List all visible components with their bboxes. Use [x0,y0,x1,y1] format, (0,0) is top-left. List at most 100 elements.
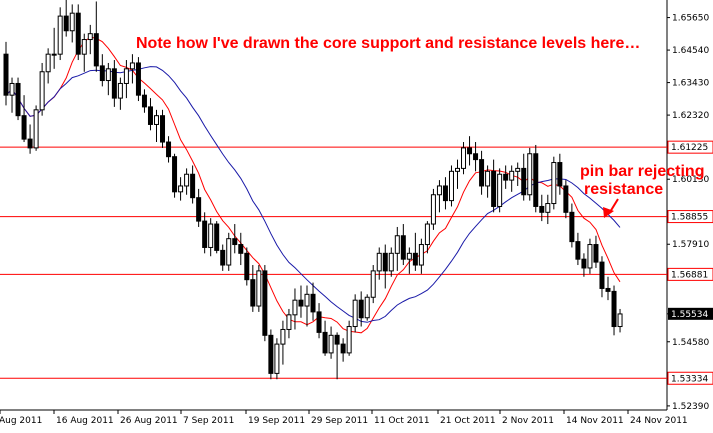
candle [503,165,509,189]
bullish-candle-body [57,15,63,55]
bullish-candle-body [509,170,515,181]
bearish-candle-body [310,293,316,313]
bearish-candle-body [202,220,208,248]
pin-bar-arrow-icon [603,198,619,218]
candle [346,320,352,356]
candle [184,168,190,195]
candle [370,265,376,304]
candle [292,288,298,330]
level-price-tag-box [667,267,713,281]
candle [497,168,503,213]
candle [485,165,491,198]
bullish-candle-body [587,244,593,269]
bullish-candle-body [551,162,557,205]
bearish-candle-body [539,205,545,213]
candle [298,285,304,318]
candle [63,0,69,37]
candle [448,165,454,207]
bearish-candle-body [160,115,166,143]
candle [160,109,166,148]
candle [172,153,178,198]
level-price-labels: 1.61225 1.58855 1.56881 1.53334 [667,140,713,385]
candle [533,144,539,213]
candle [33,105,39,151]
bearish-candle-body [262,270,268,336]
bearish-candle-body [244,252,250,281]
bullish-candle-body [617,313,623,328]
candle [593,235,599,268]
bullish-candle-body [45,53,51,73]
bullish-candle-body [81,39,87,55]
candle [491,159,497,213]
time-tick-label: 14 Nov 2011 [566,416,624,426]
candle [45,48,51,84]
candle [154,109,159,143]
candlestick-series [3,0,623,380]
candle [117,77,123,110]
candle [352,294,358,333]
bullish-candle-body [51,53,57,56]
bullish-candle-body [9,82,15,96]
time-axis: Aug 2011 16 Aug 2011 26 Aug 2011 7 Sep 2011… [0,410,688,426]
bearish-candle-body [214,223,220,251]
time-tick-label: 16 Aug 2011 [56,416,114,426]
price-tick-label: 1.62320 [672,111,709,121]
candle [129,54,135,84]
candle [473,142,479,172]
bearish-candle-body [172,156,178,193]
candle [617,308,623,333]
candle [274,338,280,380]
bullish-candle-body [545,203,551,213]
bearish-candle-body [111,68,117,99]
pin-bar-annotation-line1: pin bar rejecting [580,163,704,180]
bearish-candle-body [473,153,479,161]
candle [467,136,473,166]
bullish-candle-body [424,223,430,246]
price-tick-label: 1.57910 [672,240,709,250]
bullish-candle-body [154,115,159,125]
bearish-candle-body [569,211,575,243]
bullish-candle-body [274,343,280,374]
price-tick-label: 1.52390 [672,402,709,412]
bullish-candle-body [33,109,39,149]
level-price-tag: 1.53334 [667,371,713,385]
current-price-box [668,307,713,320]
bullish-candle-body [184,173,190,187]
current-price-marker: 1.55534 [668,307,713,320]
price-tick-label: 1.60130 [672,175,709,185]
chart-annotations: Note how I've drawn the core support and… [136,35,704,218]
candle [87,24,93,55]
candle [382,244,388,289]
bearish-candle-body [358,299,364,319]
candle [569,203,575,248]
candle [509,165,515,192]
candle [9,77,15,113]
candle [461,142,467,175]
bullish-candle-body [515,167,521,172]
bearish-candle-body [599,261,605,289]
level-price-tag-box [667,371,713,385]
candle [551,156,557,210]
candle [57,7,63,61]
candle [238,232,244,266]
bullish-candle-body [448,170,454,202]
bearish-candle-body [268,334,274,374]
candle [479,150,485,195]
candle [340,338,346,362]
candle [394,226,400,271]
time-tick-label: 7 Sep 2011 [183,416,234,426]
bullish-candle-body [485,170,491,187]
bearish-candle-body [382,252,388,272]
bullish-candle-body [418,244,424,266]
bullish-candle-body [364,296,370,319]
candle [557,153,563,195]
candle [51,27,57,69]
bearish-candle-body [479,159,485,187]
bearish-candle-body [412,252,418,266]
bearish-candle-body [3,53,9,96]
candle [316,303,322,339]
price-tick-label: 1.63430 [672,79,709,89]
bearish-candle-body [99,65,105,82]
time-tick-label: 26 Aug 2011 [120,416,178,426]
